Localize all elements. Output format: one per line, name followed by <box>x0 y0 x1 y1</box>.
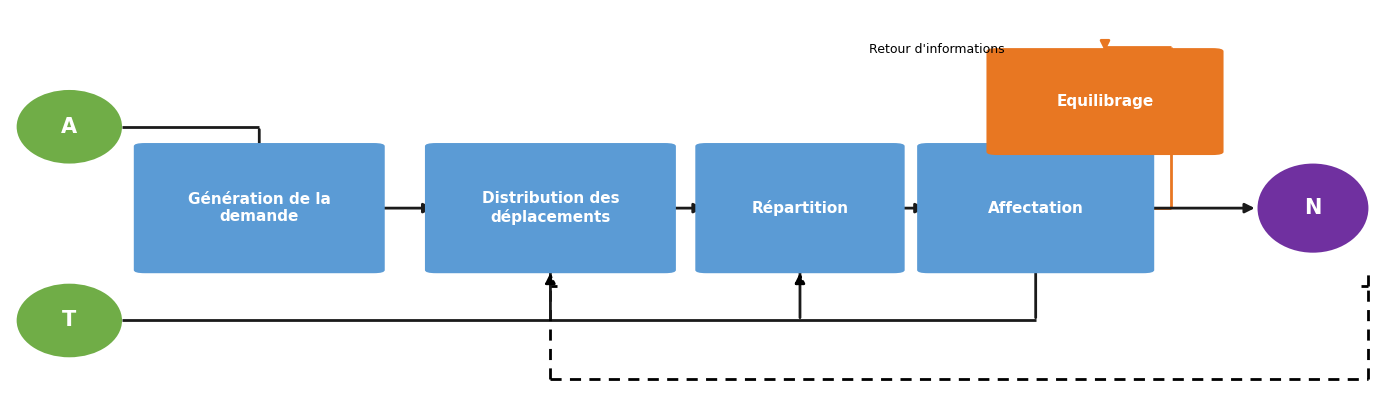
Text: T: T <box>63 310 77 331</box>
FancyBboxPatch shape <box>917 143 1154 273</box>
Text: Répartition: Répartition <box>752 200 849 216</box>
Text: Génération de la
demande: Génération de la demande <box>188 192 331 224</box>
FancyBboxPatch shape <box>987 48 1224 155</box>
Text: A: A <box>61 117 78 137</box>
FancyBboxPatch shape <box>696 143 905 273</box>
FancyBboxPatch shape <box>134 143 384 273</box>
Text: Equilibrage: Equilibrage <box>1057 94 1154 109</box>
Text: Retour d'informations: Retour d'informations <box>870 43 1005 56</box>
Text: N: N <box>1304 198 1321 218</box>
Text: Affectation: Affectation <box>988 200 1083 216</box>
FancyBboxPatch shape <box>425 143 677 273</box>
Ellipse shape <box>17 284 122 357</box>
Ellipse shape <box>17 90 122 163</box>
Ellipse shape <box>1257 163 1368 253</box>
Text: Distribution des
déplacements: Distribution des déplacements <box>482 191 619 225</box>
